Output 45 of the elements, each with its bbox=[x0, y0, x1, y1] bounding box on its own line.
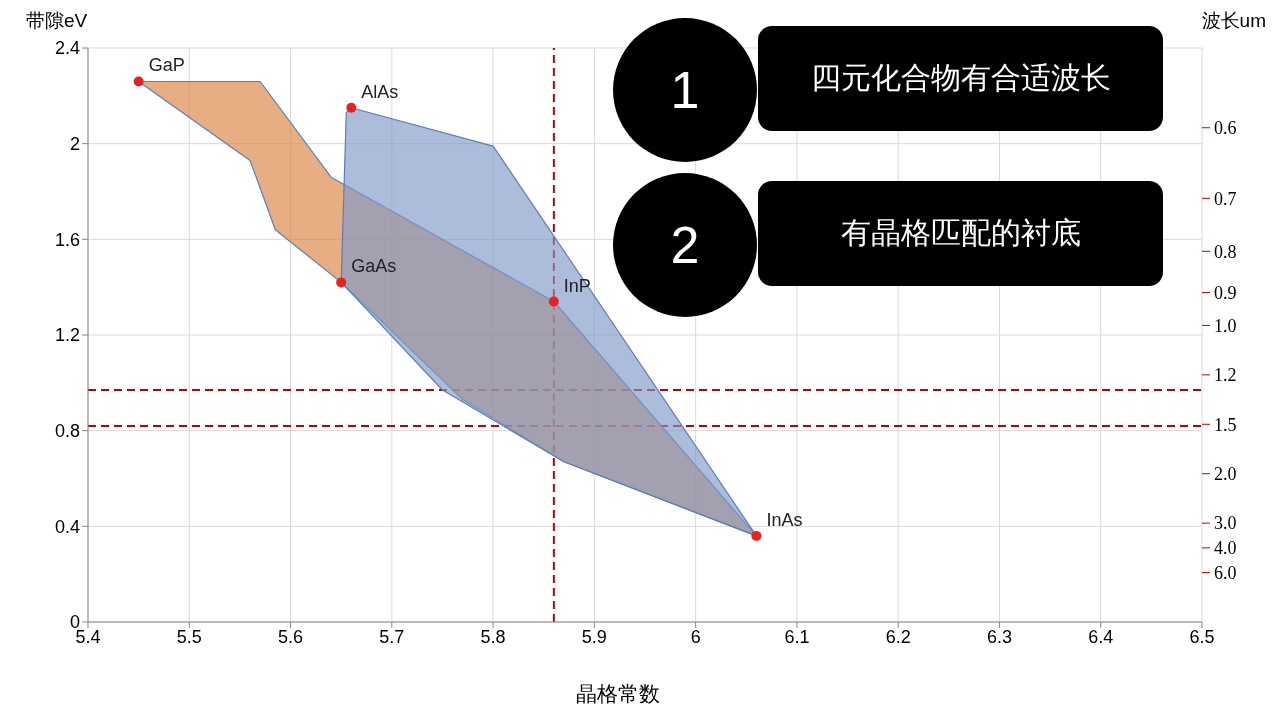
point bbox=[133, 76, 144, 87]
y-tick-label: 1.2 bbox=[54, 325, 80, 346]
x-tick-label: 5.7 bbox=[379, 626, 405, 647]
x-tick-label: 6.4 bbox=[1088, 626, 1114, 647]
text: 0.7 bbox=[1214, 188, 1237, 209]
text: 0.9 bbox=[1214, 282, 1237, 303]
callout-box: 四元化合物有合适波长 bbox=[758, 26, 1163, 131]
point bbox=[751, 530, 762, 541]
y-tick-label: 0.4 bbox=[54, 516, 80, 537]
text: 0.6 bbox=[1214, 118, 1237, 139]
x-tick-label: 6.2 bbox=[885, 626, 911, 647]
y-axis-title: 带隙eV bbox=[26, 9, 88, 33]
point bbox=[548, 296, 559, 307]
y-tick-label: 1.6 bbox=[54, 229, 80, 250]
point bbox=[336, 277, 347, 288]
x-tick-label: 5.9 bbox=[581, 626, 607, 647]
point bbox=[346, 102, 357, 113]
annotation: AlAs bbox=[361, 81, 399, 102]
circle-badge: 2 bbox=[613, 173, 757, 317]
text: 6.0 bbox=[1214, 562, 1237, 583]
text: 4.0 bbox=[1214, 538, 1237, 559]
y-tick-label: 2 bbox=[69, 134, 80, 155]
x-tick-label: 5.5 bbox=[176, 626, 202, 647]
y-tick-label: 0.8 bbox=[54, 421, 80, 442]
x-tick-label: 6 bbox=[690, 626, 701, 647]
x-tick-label: 6.5 bbox=[1189, 626, 1215, 647]
x-tick-label: 6.3 bbox=[986, 626, 1012, 647]
x-tick-label: 5.8 bbox=[480, 626, 506, 647]
annotation: GaAs bbox=[351, 256, 397, 277]
y2-axis-title: 波长um bbox=[1201, 9, 1266, 33]
text: 2.0 bbox=[1214, 464, 1237, 485]
annotation: InAs bbox=[766, 509, 803, 530]
y-tick-label: 2.4 bbox=[54, 38, 80, 59]
annotation: InP bbox=[563, 275, 591, 296]
callout-box: 有晶格匹配的衬底 bbox=[758, 181, 1163, 286]
text: 3.0 bbox=[1214, 513, 1237, 534]
text: 1.2 bbox=[1214, 365, 1237, 386]
x-axis-title: 晶格常数 bbox=[575, 681, 661, 707]
text: 1.0 bbox=[1214, 315, 1237, 336]
circle-badge: 1 bbox=[613, 18, 757, 162]
annotation: GaP bbox=[148, 55, 185, 76]
x-tick-label: 5.6 bbox=[278, 626, 304, 647]
text: 0.8 bbox=[1214, 241, 1237, 262]
text: 1.5 bbox=[1214, 414, 1237, 435]
x-tick-label: 6.1 bbox=[784, 626, 810, 647]
